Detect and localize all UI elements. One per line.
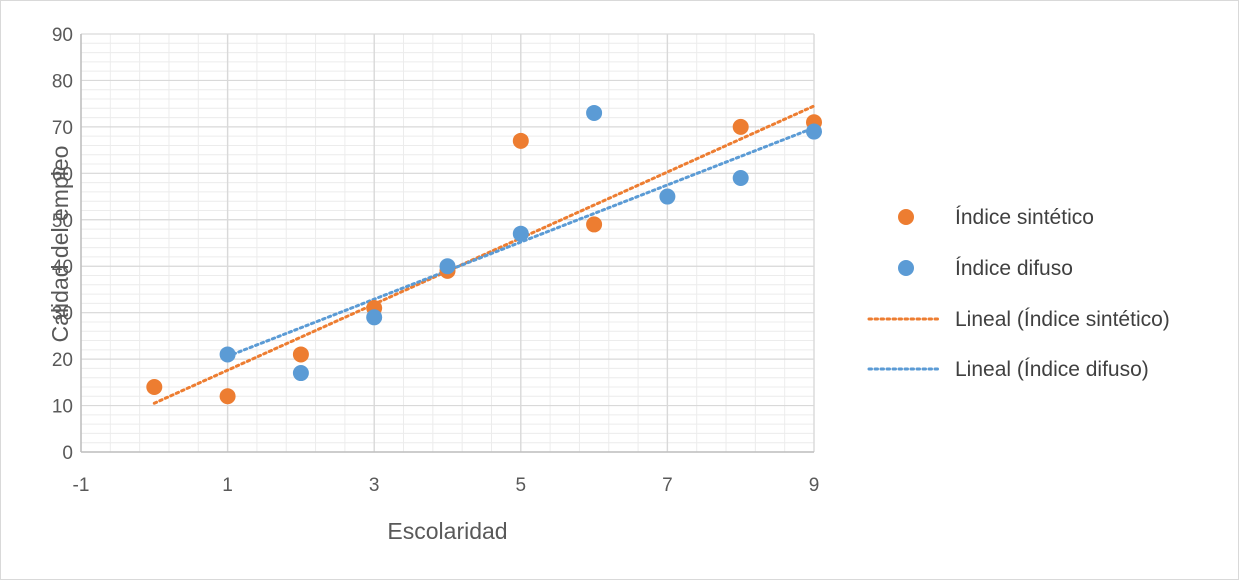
x-tick-label: 1 xyxy=(222,475,233,496)
trendlines xyxy=(152,104,816,405)
legend-label: Lineal (Índice sintético) xyxy=(955,308,1170,331)
point-indice-difuso xyxy=(219,346,236,363)
point-indice-sintetico xyxy=(292,346,309,363)
point-indice-difuso xyxy=(732,169,749,186)
y-tick-label: 90 xyxy=(52,25,73,46)
point-indice-sintetico xyxy=(219,388,236,405)
data-points xyxy=(146,104,822,405)
point-indice-difuso xyxy=(292,365,309,382)
legend-label: Índice difuso xyxy=(955,257,1073,280)
major-gridlines xyxy=(80,33,815,453)
point-indice-sintetico xyxy=(512,132,529,149)
trendline xyxy=(152,104,816,405)
y-tick-label: 0 xyxy=(62,443,73,464)
x-tick-label: 3 xyxy=(369,475,380,496)
legend-marker xyxy=(898,209,914,225)
y-tick-label: 70 xyxy=(52,118,73,139)
minor-gridlines xyxy=(80,33,815,453)
point-indice-difuso xyxy=(659,188,676,205)
legend-marker xyxy=(898,260,914,276)
y-tick-label: 50 xyxy=(52,211,73,232)
x-tick-label: -1 xyxy=(73,475,90,496)
y-axis-title: Calidad del empleo xyxy=(47,146,73,343)
x-axis-title: Escolaridad xyxy=(387,518,507,544)
y-tick-label: 80 xyxy=(52,71,73,92)
y-tick-label: 60 xyxy=(52,164,73,185)
point-indice-sintetico xyxy=(732,118,749,135)
trendline xyxy=(226,126,816,358)
point-indice-sintetico xyxy=(586,216,603,233)
axes xyxy=(80,34,814,453)
y-tick-label: 30 xyxy=(52,304,73,325)
point-indice-difuso xyxy=(586,104,603,121)
tick-labels: 0 10 20 30 40 50 60 70 80 90 -1 1 3 5 7 9 xyxy=(52,25,819,496)
y-tick-label: 40 xyxy=(52,257,73,278)
x-tick-label: 9 xyxy=(809,475,820,496)
x-tick-label: 5 xyxy=(516,475,527,496)
legend: Índice sintético Índice difuso Lineal (Índ… xyxy=(867,206,1170,381)
point-indice-sintetico xyxy=(146,378,163,395)
point-indice-difuso xyxy=(439,258,456,275)
point-indice-difuso xyxy=(366,309,383,326)
y-tick-label: 10 xyxy=(52,397,73,418)
legend-label: Índice sintético xyxy=(955,206,1094,229)
point-indice-difuso xyxy=(806,123,822,140)
legend-label: Lineal (Índice difuso) xyxy=(955,358,1149,381)
y-tick-label: 20 xyxy=(52,350,73,371)
point-indice-difuso xyxy=(512,225,529,242)
x-tick-label: 7 xyxy=(662,475,673,496)
